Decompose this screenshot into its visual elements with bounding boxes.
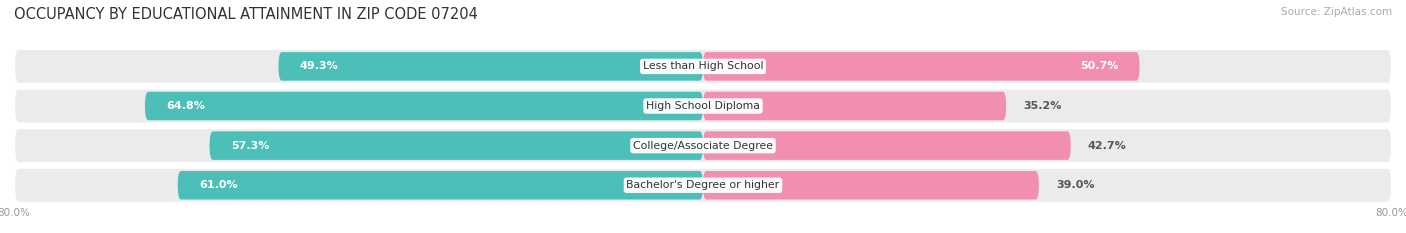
FancyBboxPatch shape [703, 171, 1039, 199]
FancyBboxPatch shape [703, 92, 1007, 120]
Text: Bachelor's Degree or higher: Bachelor's Degree or higher [627, 180, 779, 190]
Text: 50.7%: 50.7% [1080, 62, 1118, 71]
FancyBboxPatch shape [14, 168, 1392, 203]
FancyBboxPatch shape [14, 49, 1392, 84]
Text: Less than High School: Less than High School [643, 62, 763, 71]
FancyBboxPatch shape [209, 131, 703, 160]
Text: 35.2%: 35.2% [1024, 101, 1062, 111]
FancyBboxPatch shape [14, 89, 1392, 123]
FancyBboxPatch shape [145, 92, 703, 120]
Text: OCCUPANCY BY EDUCATIONAL ATTAINMENT IN ZIP CODE 07204: OCCUPANCY BY EDUCATIONAL ATTAINMENT IN Z… [14, 7, 478, 22]
Text: 61.0%: 61.0% [200, 180, 238, 190]
Text: College/Associate Degree: College/Associate Degree [633, 141, 773, 151]
FancyBboxPatch shape [703, 52, 1140, 81]
Text: 42.7%: 42.7% [1088, 141, 1126, 151]
FancyBboxPatch shape [703, 131, 1071, 160]
Text: Source: ZipAtlas.com: Source: ZipAtlas.com [1281, 7, 1392, 17]
FancyBboxPatch shape [14, 128, 1392, 163]
FancyBboxPatch shape [278, 52, 703, 81]
Text: 64.8%: 64.8% [166, 101, 205, 111]
FancyBboxPatch shape [177, 171, 703, 199]
Text: High School Diploma: High School Diploma [647, 101, 759, 111]
Text: 39.0%: 39.0% [1056, 180, 1095, 190]
Text: 57.3%: 57.3% [231, 141, 270, 151]
Text: 49.3%: 49.3% [299, 62, 339, 71]
